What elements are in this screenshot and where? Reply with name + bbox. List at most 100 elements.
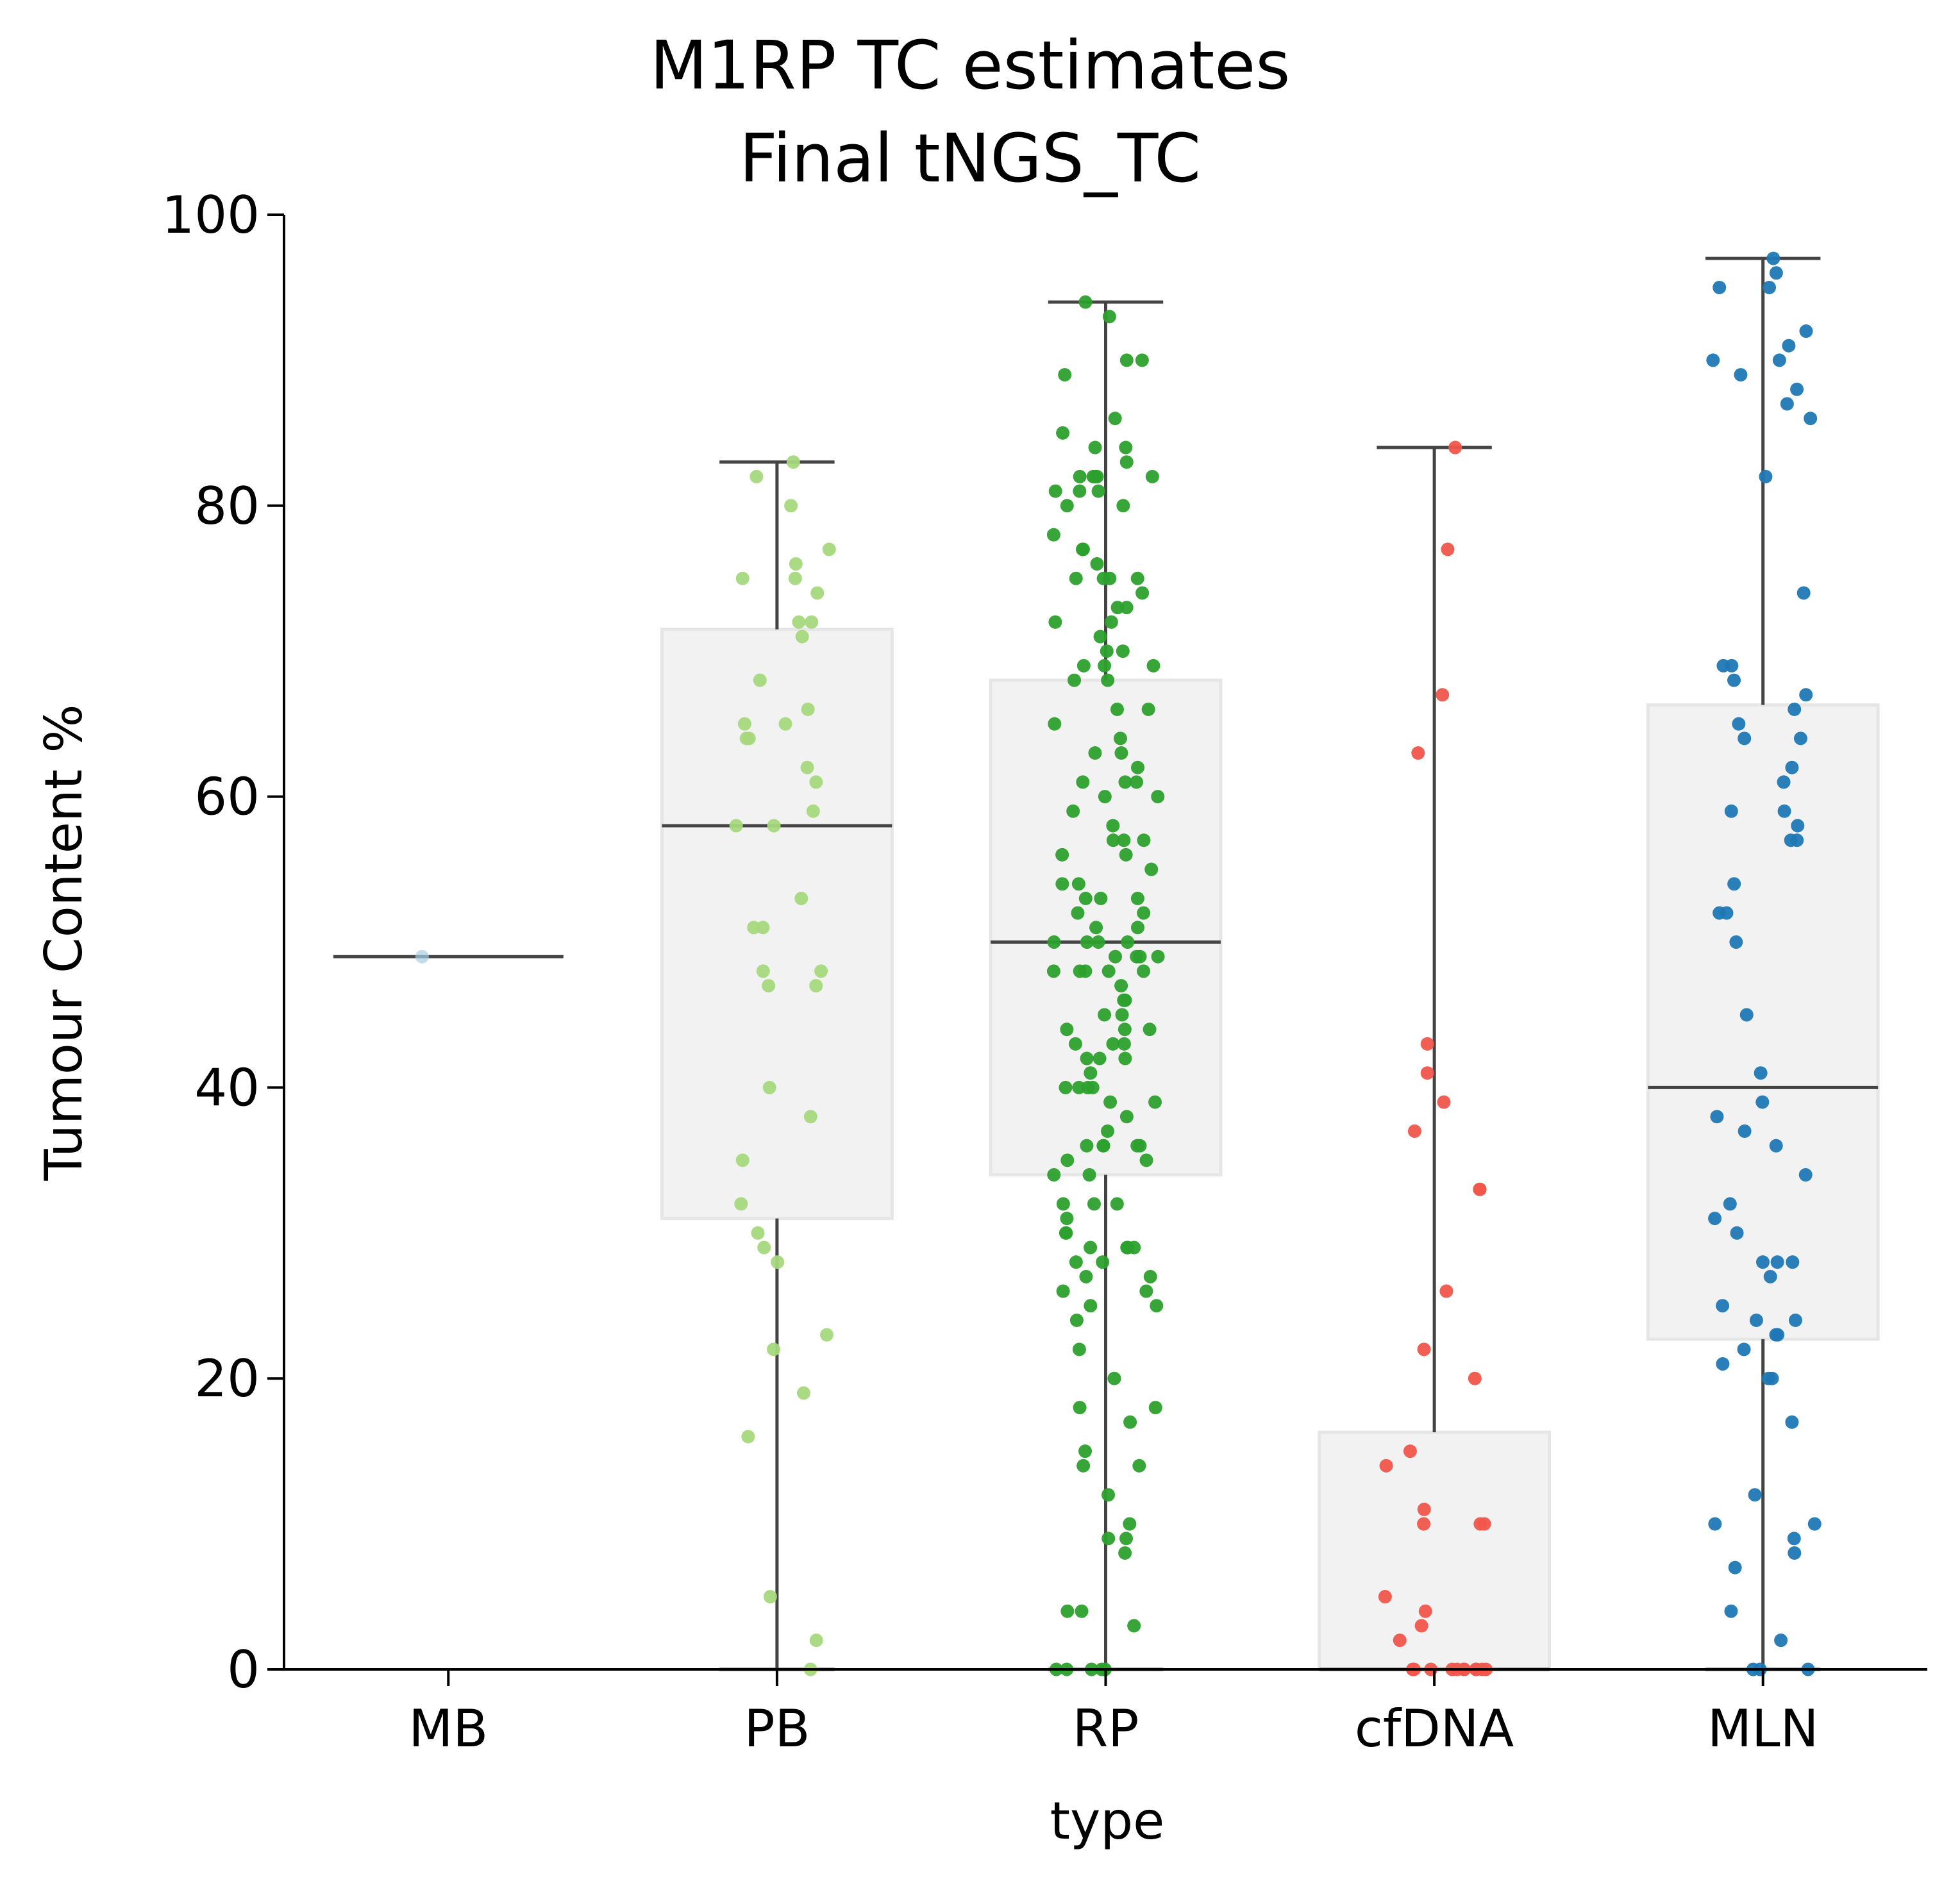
data-point — [1076, 775, 1090, 789]
data-point — [1068, 1037, 1082, 1051]
data-point — [1078, 1444, 1093, 1458]
data-point — [1114, 746, 1128, 760]
chart-subtitle: Final tNGS_TC — [739, 119, 1201, 197]
data-point — [1143, 1023, 1157, 1037]
data-point — [1468, 1371, 1482, 1385]
data-point — [767, 819, 781, 833]
data-point — [1378, 1590, 1392, 1604]
y-tick-label: 60 — [194, 767, 260, 827]
data-point — [1079, 1269, 1093, 1283]
data-point — [1127, 1619, 1141, 1633]
data-point — [1787, 1532, 1801, 1546]
data-point — [1755, 1095, 1770, 1109]
data-point — [1784, 833, 1798, 848]
data-point — [1439, 1284, 1453, 1298]
data-point — [1724, 1604, 1738, 1618]
data-point — [1144, 862, 1159, 876]
data-point — [756, 964, 770, 978]
data-point — [1151, 949, 1165, 964]
box-group-cfdna — [1318, 446, 1552, 1671]
data-point — [1119, 848, 1133, 862]
data-point — [1130, 760, 1144, 774]
data-point — [1106, 833, 1120, 848]
data-point — [800, 760, 814, 774]
data-point — [734, 1197, 748, 1211]
data-point — [1046, 528, 1060, 542]
data-point — [415, 949, 429, 964]
data-point — [1797, 586, 1811, 600]
data-point — [1117, 993, 1131, 1007]
data-point — [1770, 1255, 1784, 1269]
data-point — [1738, 731, 1752, 746]
data-point — [1073, 1401, 1087, 1415]
data-point — [1047, 935, 1061, 949]
data-point — [1716, 1357, 1730, 1371]
data-point — [1080, 1139, 1094, 1153]
data-point — [1727, 877, 1741, 891]
data-point — [1739, 1008, 1754, 1022]
data-point — [1096, 1255, 1110, 1269]
data-point — [1101, 1488, 1115, 1502]
data-point — [1098, 658, 1112, 672]
data-point — [1084, 1299, 1098, 1313]
data-point — [1135, 586, 1150, 600]
data-point — [1788, 702, 1802, 716]
data-point — [1118, 1023, 1132, 1037]
data-point — [1786, 1255, 1800, 1269]
points-mln — [1706, 251, 1822, 1676]
data-point — [1407, 1124, 1421, 1138]
data-point — [814, 964, 828, 978]
data-point — [1118, 775, 1132, 789]
data-point — [1117, 1037, 1131, 1051]
data-point — [1403, 1444, 1417, 1458]
data-point — [1734, 368, 1748, 382]
data-point — [735, 1153, 750, 1167]
data-point — [1093, 630, 1107, 644]
y-tick-label: 20 — [194, 1349, 260, 1408]
data-point — [1068, 673, 1082, 687]
data-point — [1807, 1517, 1822, 1531]
data-point — [786, 455, 800, 469]
data-point — [1473, 1182, 1487, 1196]
data-point — [1115, 1008, 1129, 1022]
data-point — [737, 717, 751, 731]
data-point — [1729, 935, 1743, 949]
data-point — [1069, 571, 1083, 585]
data-point — [1073, 484, 1087, 498]
data-point — [1137, 906, 1151, 920]
data-point — [1114, 979, 1128, 993]
data-point — [1738, 1124, 1752, 1138]
data-point — [1072, 1342, 1086, 1357]
data-point — [1048, 484, 1062, 498]
data-point — [1089, 921, 1103, 935]
data-point — [1094, 891, 1108, 905]
data-point — [1766, 251, 1780, 265]
data-point — [1418, 1604, 1432, 1618]
data-point — [1130, 775, 1144, 789]
data-point — [1076, 658, 1091, 672]
data-point — [750, 469, 764, 483]
data-point — [1379, 1458, 1393, 1473]
data-point — [1130, 1139, 1144, 1153]
data-point — [762, 1080, 776, 1094]
data-point — [1121, 935, 1135, 949]
data-point — [1759, 469, 1773, 483]
data-point — [1448, 440, 1462, 455]
data-point — [1078, 295, 1093, 309]
data-point — [1728, 1560, 1742, 1575]
data-point — [1106, 819, 1120, 833]
data-point — [1046, 964, 1060, 978]
data-point — [1708, 1517, 1722, 1531]
data-point — [1060, 1023, 1074, 1037]
data-point — [1101, 964, 1116, 978]
data-point — [1713, 906, 1727, 920]
data-point — [1477, 1517, 1491, 1531]
data-point — [1104, 615, 1118, 629]
data-point — [1755, 1255, 1770, 1269]
data-point — [1110, 702, 1124, 716]
chart-title: M1RP TC estimates — [650, 26, 1291, 104]
data-point — [1785, 760, 1799, 774]
data-point — [1137, 964, 1151, 978]
data-point — [1151, 790, 1165, 804]
